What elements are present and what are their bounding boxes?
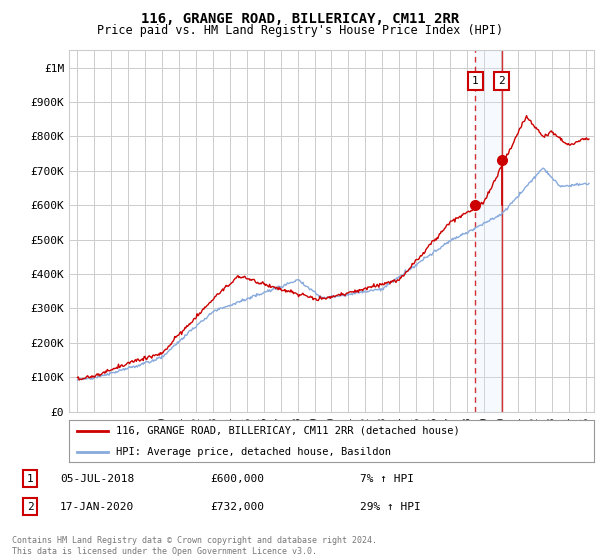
Text: HPI: Average price, detached house, Basildon: HPI: Average price, detached house, Basi… [116,447,391,457]
Text: 116, GRANGE ROAD, BILLERICAY, CM11 2RR: 116, GRANGE ROAD, BILLERICAY, CM11 2RR [141,12,459,26]
Text: 1: 1 [472,76,479,86]
Bar [475,50,502,412]
Text: £732,000: £732,000 [210,502,264,512]
Text: 2: 2 [499,76,505,86]
Text: Contains HM Land Registry data © Crown copyright and database right 2024.
This d: Contains HM Land Registry data © Crown c… [12,536,377,556]
Text: £600,000: £600,000 [210,474,264,484]
Text: 116, GRANGE ROAD, BILLERICAY, CM11 2RR (detached house): 116, GRANGE ROAD, BILLERICAY, CM11 2RR (… [116,426,460,436]
Text: Price paid vs. HM Land Registry's House Price Index (HPI): Price paid vs. HM Land Registry's House … [97,24,503,36]
Text: 2: 2 [26,502,34,512]
Text: 7% ↑ HPI: 7% ↑ HPI [360,474,414,484]
Text: 29% ↑ HPI: 29% ↑ HPI [360,502,421,512]
Text: 05-JUL-2018: 05-JUL-2018 [60,474,134,484]
Text: 17-JAN-2020: 17-JAN-2020 [60,502,134,512]
Text: 1: 1 [26,474,34,484]
